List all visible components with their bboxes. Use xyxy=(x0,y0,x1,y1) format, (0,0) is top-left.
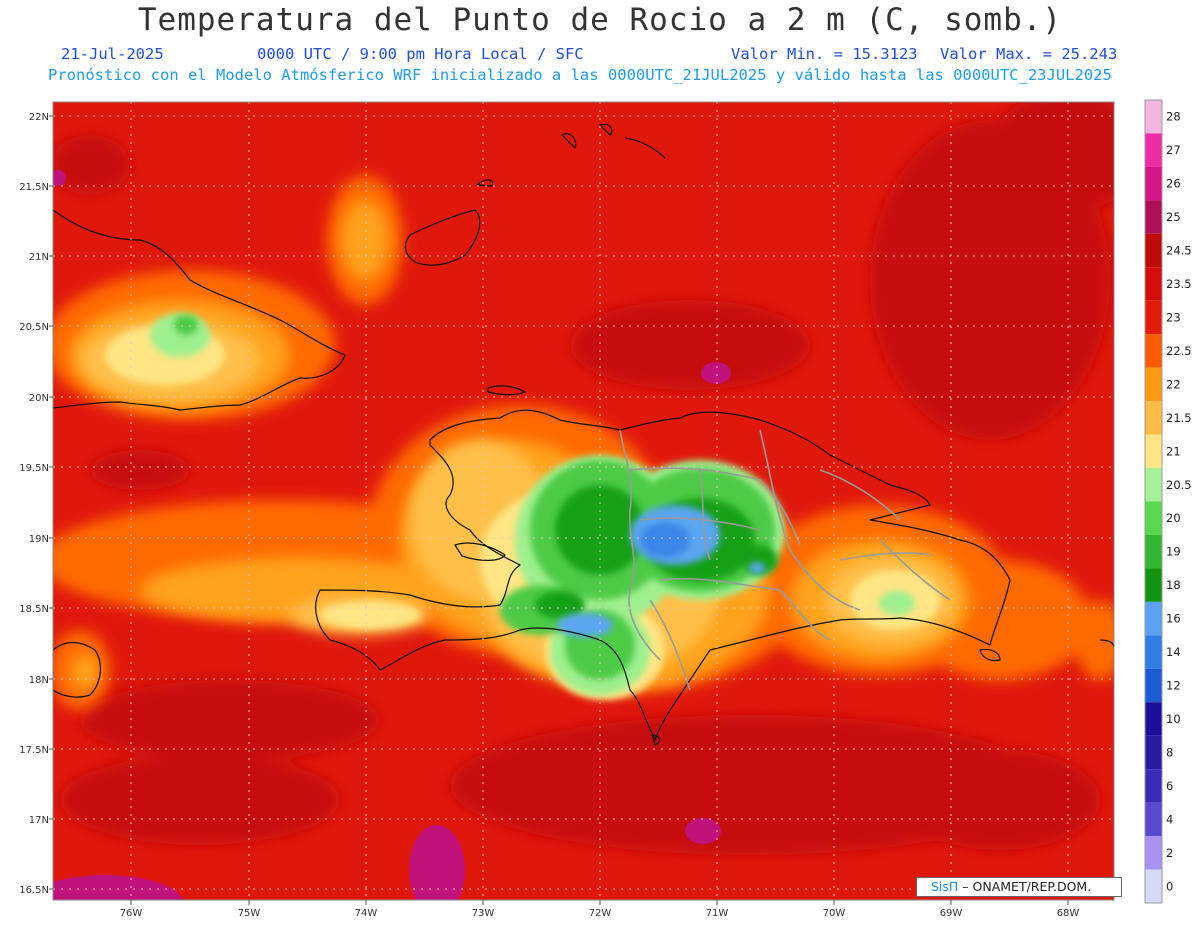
lat-label: 19.5N xyxy=(19,463,49,474)
lon-label: 74W xyxy=(355,908,378,919)
legend-label: 26 xyxy=(1166,177,1181,191)
legend-swatch xyxy=(1145,401,1162,435)
hispaniola-coast xyxy=(315,409,1011,741)
caicos-coast xyxy=(561,133,577,149)
lat-label: 18N xyxy=(29,675,49,686)
map-field xyxy=(53,102,1114,900)
legend-label: 23 xyxy=(1166,310,1181,324)
credit-box: SisΠ – ONAMET/REP.DOM. xyxy=(916,877,1122,897)
jamaica-coast xyxy=(53,641,102,698)
axis-labels: 22N 21.5N 21N 20.5N 20N 19.5N 19N 18.5N 18N 17.5N… xyxy=(19,112,1079,919)
lon-label: 73W xyxy=(472,908,495,919)
legend-swatch xyxy=(1145,468,1162,502)
legend-swatch xyxy=(1145,267,1162,301)
legend-swatch xyxy=(1145,668,1162,703)
color-legend: 2827262524.523.52322.52221.52120.5201918… xyxy=(1144,99,1192,904)
credit-text: – ONAMET/REP.DOM. xyxy=(958,879,1092,894)
legend-label: 22.5 xyxy=(1166,344,1192,358)
legend-label: 19 xyxy=(1166,545,1181,559)
max-value-label: Valor Max. = 25.243 xyxy=(940,45,1118,63)
lon-label: 72W xyxy=(589,908,612,919)
mayaguana-coast xyxy=(476,179,494,187)
legend-swatch xyxy=(1145,100,1162,134)
cuba-coast xyxy=(53,209,346,411)
beata-coast xyxy=(651,734,660,746)
tortuga-coast xyxy=(487,385,526,396)
lat-label: 20.5N xyxy=(19,322,49,333)
legend-label: 4 xyxy=(1166,812,1173,826)
lon-label: 71W xyxy=(706,908,729,919)
legend-swatch xyxy=(1145,300,1162,335)
legend-label: 28 xyxy=(1166,110,1181,124)
turks-coast xyxy=(599,123,666,159)
forecast-date: 21-Jul-2025 xyxy=(61,45,164,63)
lon-label: 75W xyxy=(238,908,261,919)
min-value-label: Valor Min. = 15.3123 xyxy=(731,45,918,63)
legend-label: 20 xyxy=(1166,511,1181,525)
legend-label: 2 xyxy=(1166,846,1173,860)
legend-swatch xyxy=(1145,769,1162,803)
lat-label: 17.5N xyxy=(19,745,49,756)
model-info: Pronóstico con el Modelo Atmósferico WRF… xyxy=(48,66,1112,84)
legend-swatch xyxy=(1145,200,1162,234)
legend-label: 23.5 xyxy=(1166,277,1192,291)
lon-label: 70W xyxy=(823,908,846,919)
lat-label: 16.5N xyxy=(19,885,49,896)
gonave-coast xyxy=(454,542,506,561)
legend-swatch xyxy=(1145,434,1162,469)
lat-label: 17N xyxy=(29,815,49,826)
lat-label: 21N xyxy=(29,252,49,263)
legend-swatch xyxy=(1145,534,1162,569)
magenta-spots xyxy=(53,170,731,900)
lat-label: 19N xyxy=(29,534,49,545)
lon-label: 68W xyxy=(1057,908,1080,919)
legend-label: 22 xyxy=(1166,377,1181,391)
forecast-time-info: 0000 UTC / 9:00 pm Hora Local / SFC xyxy=(257,45,584,63)
lat-label: 20N xyxy=(29,393,49,404)
legend-swatch xyxy=(1145,601,1162,636)
legend-label: 8 xyxy=(1166,745,1173,759)
legend-label: 25 xyxy=(1166,210,1181,224)
legend-swatch xyxy=(1145,702,1162,736)
coastlines xyxy=(53,123,1114,746)
legend-label: 21 xyxy=(1166,444,1181,458)
lat-label: 18.5N xyxy=(19,604,49,615)
legend-label: 20.5 xyxy=(1166,478,1192,492)
lat-lon-grid xyxy=(53,102,1114,900)
legend-label: 14 xyxy=(1166,645,1181,659)
legend-label: 24.5 xyxy=(1166,244,1192,258)
legend-swatch xyxy=(1145,802,1162,837)
legend-label: 0 xyxy=(1166,879,1173,893)
legend-label: 21.5 xyxy=(1166,411,1192,425)
legend-label: 18 xyxy=(1166,578,1181,592)
legend-swatch xyxy=(1145,133,1162,167)
legend-label: 12 xyxy=(1166,679,1181,693)
lon-label: 76W xyxy=(120,908,143,919)
legend-label: 10 xyxy=(1166,712,1181,726)
legend-swatch xyxy=(1145,869,1162,903)
legend-swatch xyxy=(1145,836,1162,870)
lon-label: 69W xyxy=(940,908,963,919)
lat-label: 22N xyxy=(29,112,49,123)
legend-swatch xyxy=(1145,367,1162,402)
sispi-logo: SisΠ xyxy=(931,879,959,894)
legend-swatch xyxy=(1145,635,1162,669)
legend-swatch xyxy=(1145,233,1162,268)
map-title: Temperatura del Punto de Rocio a 2 m (C,… xyxy=(137,2,1063,38)
legend-swatch xyxy=(1145,501,1162,535)
province-borders xyxy=(619,429,951,691)
lat-label: 21.5N xyxy=(19,182,49,193)
legend-swatch xyxy=(1145,735,1162,770)
legend-swatch xyxy=(1145,166,1162,201)
legend-label: 16 xyxy=(1166,612,1181,626)
map-frame xyxy=(52,101,1115,901)
legend-swatch xyxy=(1145,568,1162,602)
legend-label: 27 xyxy=(1166,143,1181,157)
legend-label: 6 xyxy=(1166,779,1173,793)
legend-swatch xyxy=(1145,334,1162,368)
saona-coast xyxy=(979,648,1001,662)
blue-zones xyxy=(557,505,765,637)
inagua-coast xyxy=(404,209,481,266)
